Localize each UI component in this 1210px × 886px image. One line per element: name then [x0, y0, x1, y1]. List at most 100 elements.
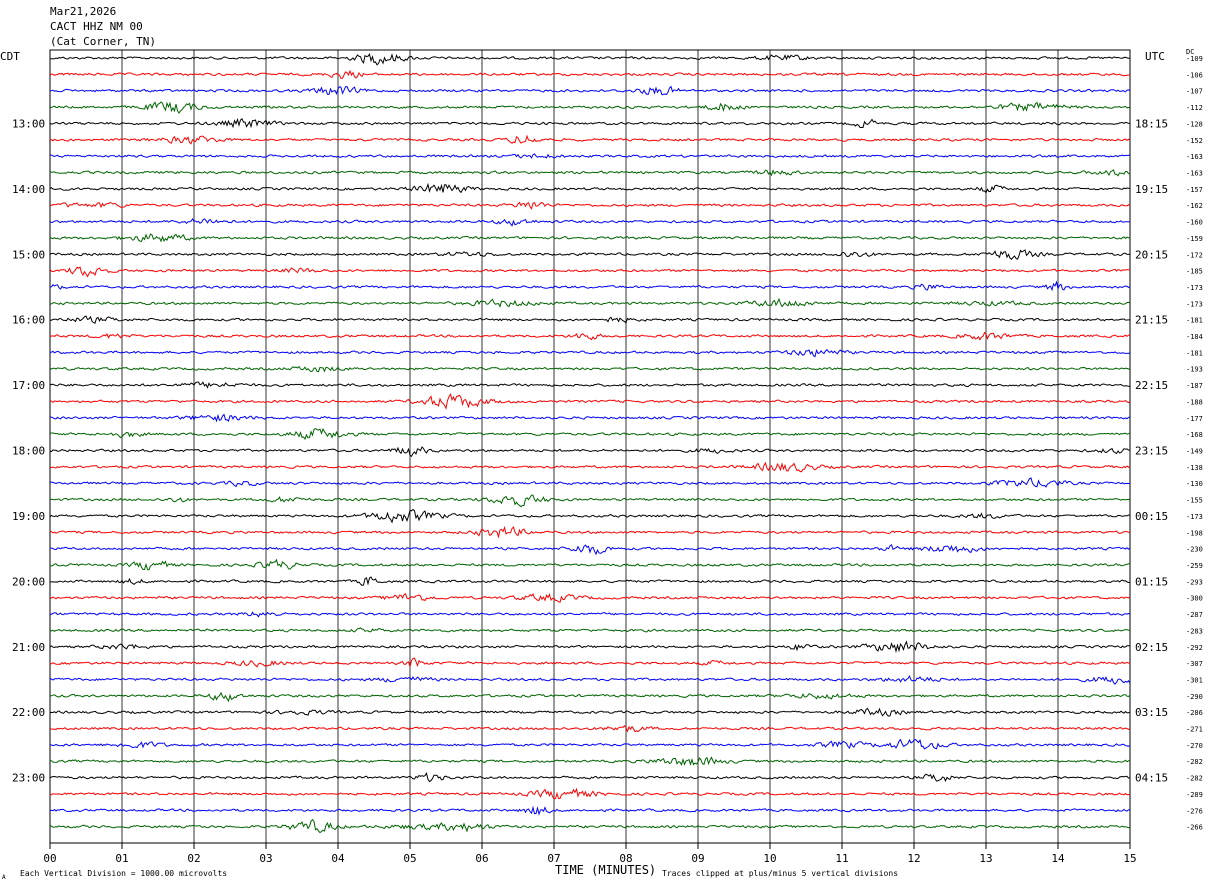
utc-hour-label: 19:15	[1135, 183, 1168, 196]
dc-offset-label: -270	[1186, 742, 1203, 750]
seismic-trace	[49, 508, 1131, 524]
x-tick-label: 13	[979, 852, 992, 865]
seismic-trace	[49, 280, 1131, 292]
seismic-trace	[50, 543, 1131, 556]
dc-offset-label: -276	[1186, 807, 1203, 815]
seismic-trace	[49, 297, 1131, 308]
dc-offset-label: -163	[1186, 153, 1203, 161]
corner-mark: A	[2, 874, 6, 881]
seismic-trace	[49, 525, 1131, 539]
axis-group: 00 01 02 03 04 05 06 07 08 09 10 11 12 13 14 15 -109 -106…	[12, 55, 1203, 865]
dc-offset-label: -188	[1186, 398, 1203, 406]
seismic-trace	[49, 53, 1131, 66]
seismic-trace	[49, 134, 1131, 145]
seismic-trace	[49, 153, 1131, 159]
dc-offset-label: -282	[1186, 758, 1203, 766]
x-tick-label: 05	[403, 852, 416, 865]
x-tick-label: 03	[259, 852, 272, 865]
dc-offset-label: -184	[1186, 333, 1203, 341]
right-timezone-label: UTC	[1145, 50, 1165, 63]
utc-hour-label: 23:15	[1135, 445, 1168, 458]
x-tick-label: 08	[619, 852, 632, 865]
seismic-trace	[49, 249, 1131, 261]
dc-offset-label: -107	[1186, 88, 1203, 96]
left-timezone-label: CDT	[0, 50, 20, 63]
dc-offset-label: -283	[1186, 627, 1203, 635]
trace-group	[49, 53, 1131, 834]
cdt-hour-label: 22:00	[12, 706, 45, 719]
cdt-hour-label: 15:00	[12, 248, 45, 261]
seismic-trace	[49, 611, 1131, 618]
utc-hour-label: 21:15	[1135, 314, 1168, 327]
dc-offset-label: -162	[1186, 202, 1203, 210]
dc-offset-label: -168	[1186, 431, 1203, 439]
x-tick-label: 11	[835, 852, 848, 865]
dc-offset-label: -289	[1186, 791, 1203, 799]
cdt-hour-label: 18:00	[12, 445, 45, 458]
x-tick-label: 15	[1123, 852, 1136, 865]
grid-lines	[121, 50, 1059, 843]
cdt-hour-label: 16:00	[12, 314, 45, 327]
dc-offset-label: -271	[1186, 726, 1203, 734]
dc-offset-label: -181	[1186, 349, 1203, 357]
seismic-trace	[49, 805, 1131, 816]
utc-hour-label: 02:15	[1135, 641, 1168, 654]
dc-offset-label: -290	[1186, 693, 1203, 701]
cdt-hour-label: 17:00	[12, 379, 45, 392]
dc-offset-label: -109	[1186, 55, 1203, 63]
utc-hour-label: 18:15	[1135, 117, 1168, 130]
dc-offset-label: -286	[1186, 709, 1203, 717]
seismic-trace	[49, 707, 1131, 717]
dc-offset-label: -149	[1186, 448, 1203, 456]
dc-offset-label: -301	[1186, 676, 1203, 684]
dc-offset-label: -152	[1186, 137, 1203, 145]
dc-offset-label: -157	[1186, 186, 1203, 194]
dc-offset-label: -293	[1186, 578, 1203, 586]
x-tick-label: 01	[115, 852, 128, 865]
seismic-trace	[49, 266, 1131, 278]
dc-offset-label: -282	[1186, 775, 1203, 783]
cdt-hour-label: 13:00	[12, 117, 45, 130]
dc-offset-label: -160	[1186, 219, 1203, 227]
seismic-trace	[49, 576, 1131, 586]
seismic-trace	[49, 331, 1130, 341]
seismic-trace	[49, 365, 1131, 373]
cdt-hour-label: 20:00	[12, 575, 45, 588]
header-date: Mar21,2026	[50, 5, 117, 18]
dc-offset-label: -173	[1186, 284, 1203, 292]
seismic-trace	[49, 315, 1130, 324]
header-station: CACT HHZ NM 00	[50, 20, 143, 33]
dc-offset-label: -173	[1186, 513, 1203, 521]
seismic-trace	[50, 756, 1131, 766]
cdt-hour-label: 19:00	[12, 510, 45, 523]
seismic-trace	[49, 818, 1131, 834]
dc-offset-label: -159	[1186, 235, 1203, 243]
cdt-hour-label: 21:00	[12, 641, 45, 654]
dc-offset-label: -307	[1186, 660, 1203, 668]
seismic-trace	[49, 593, 1131, 604]
x-tick-label: 12	[907, 852, 920, 865]
seismic-trace	[49, 169, 1131, 177]
seismic-trace	[49, 725, 1131, 733]
plot-frame	[49, 49, 1131, 844]
dc-offset-label: -185	[1186, 268, 1203, 276]
dc-offset-label: -230	[1186, 546, 1203, 554]
dc-label: DC	[1186, 48, 1195, 56]
seismic-trace	[49, 477, 1131, 488]
seismic-trace	[49, 85, 1131, 96]
seismic-trace	[49, 691, 1131, 703]
dc-offset-label: -193	[1186, 366, 1203, 374]
scale-note: Each Vertical Division = 1000.00 microvo…	[20, 869, 227, 878]
dc-offset-label: -128	[1186, 120, 1203, 128]
dc-offset-label: -292	[1186, 644, 1203, 652]
dc-offset-label: -130	[1186, 480, 1203, 488]
utc-hour-label: 00:15	[1135, 510, 1168, 523]
dc-offset-label: -266	[1186, 824, 1203, 832]
utc-hour-label: 04:15	[1135, 772, 1168, 785]
x-tick-label: 06	[475, 852, 488, 865]
seismic-trace	[50, 461, 1131, 473]
dc-offset-label: -155	[1186, 497, 1203, 505]
dc-offset-label: -172	[1186, 251, 1203, 259]
utc-hour-label: 20:15	[1135, 248, 1168, 261]
